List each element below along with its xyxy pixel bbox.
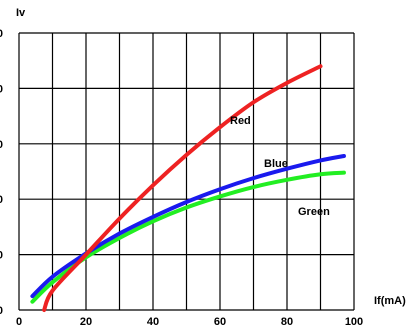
series-label-green: Green [298, 206, 330, 218]
series-labels: Red Blue Green [230, 115, 330, 218]
x-tick-label: 100 [345, 316, 363, 328]
grid [18, 32, 355, 311]
series-line-red [42, 64, 323, 312]
x-tick-label: 60 [214, 316, 226, 328]
y-tick-label: 0 [0, 139, 3, 151]
y-tick-label: 0 [0, 305, 3, 317]
y-axis-label: Iv [16, 7, 26, 19]
x-tick-label: 0 [16, 316, 22, 328]
tick-labels: 0 20 40 60 80 100 0 0 0 0 0 0 [0, 28, 363, 328]
series-line-green [30, 170, 346, 304]
x-axis-label: If(mA) [374, 295, 406, 307]
series-label-blue: Blue [264, 158, 288, 170]
x-tick-label: 20 [80, 316, 92, 328]
series-group [30, 64, 346, 312]
x-tick-label: 80 [281, 316, 293, 328]
series-line-blue [30, 153, 346, 299]
x-tick-label: 40 [147, 316, 159, 328]
y-tick-label: 0 [0, 83, 3, 95]
y-tick-label: 0 [0, 250, 3, 262]
y-tick-label: 0 [0, 28, 3, 40]
series-label-red: Red [230, 115, 251, 127]
y-tick-label: 0 [0, 194, 3, 206]
